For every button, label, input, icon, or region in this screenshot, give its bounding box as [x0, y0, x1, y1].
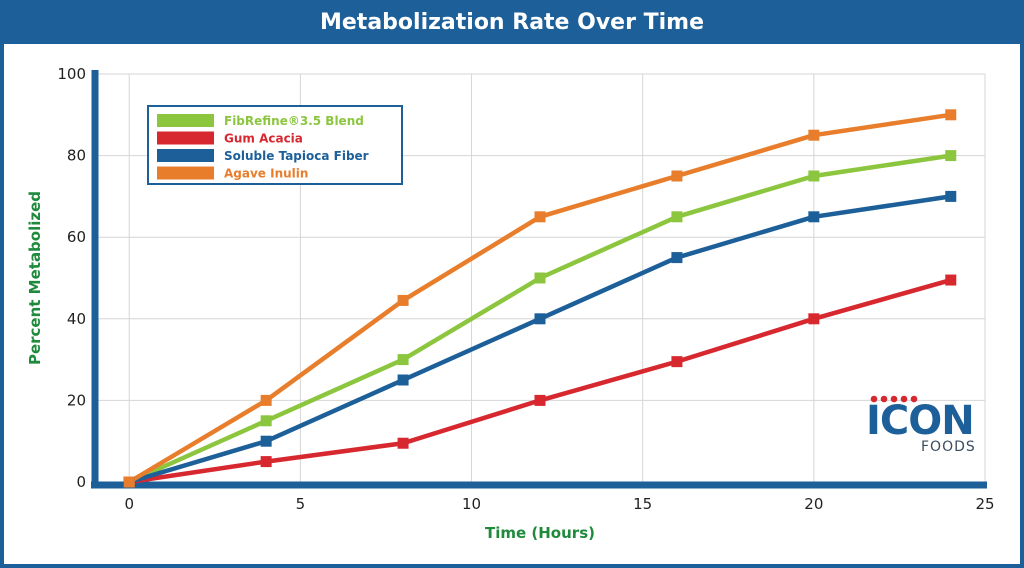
- data-point: [260, 456, 272, 468]
- legend-label: FibRefine®3.5 Blend: [224, 114, 364, 128]
- data-point: [397, 294, 409, 306]
- x-tick-label: 0: [124, 495, 134, 513]
- x-tick-label: 15: [633, 495, 652, 513]
- data-point: [671, 211, 683, 223]
- data-point: [808, 313, 820, 325]
- y-tick-label: 40: [67, 310, 86, 328]
- data-point: [397, 437, 409, 449]
- x-tick-label: 5: [296, 495, 306, 513]
- legend: FibRefine®3.5 Blend Gum Acacia Soluble Tap…: [147, 105, 403, 185]
- legend-label: Gum Acacia: [224, 132, 303, 146]
- legend-swatch: [157, 131, 214, 145]
- data-point: [260, 415, 272, 427]
- legend-swatch: [157, 166, 214, 180]
- logo-dot: [910, 395, 918, 403]
- data-point: [534, 394, 546, 406]
- data-point: [808, 211, 820, 223]
- data-point: [397, 374, 409, 386]
- logo-subtext: FOODS: [921, 439, 976, 455]
- logo-dot: [880, 395, 888, 403]
- y-tick-label: 0: [76, 473, 86, 491]
- data-point: [534, 211, 546, 223]
- series-lines: [123, 109, 957, 488]
- legend-swatch: [157, 114, 214, 127]
- data-point: [945, 190, 957, 202]
- x-tick-label: 10: [462, 495, 481, 513]
- x-axis-title: Time (Hours): [485, 524, 595, 542]
- legend-label: Agave Inulin: [224, 167, 308, 181]
- logo-wordmark: ICON: [866, 398, 974, 444]
- title-bar: Metabolization Rate Over Time: [0, 0, 1024, 44]
- data-point: [671, 170, 683, 182]
- logo-dot: [890, 395, 898, 403]
- data-point: [534, 272, 546, 284]
- series-line: [128, 277, 952, 485]
- logo-dot: [900, 395, 908, 403]
- data-point: [945, 150, 957, 162]
- y-tick-label: 100: [57, 65, 86, 83]
- logo-dot: [870, 395, 878, 403]
- data-point: [534, 313, 546, 325]
- logo-dots: [870, 395, 918, 403]
- series-line: [128, 194, 952, 485]
- legend-swatch: [157, 149, 214, 162]
- data-point: [260, 394, 272, 406]
- data-point: [945, 274, 957, 286]
- data-point: [808, 170, 820, 182]
- data-point: [671, 252, 683, 264]
- axes: 0 5 10 15 20 25 0 20 40 60 80 100: [57, 65, 994, 513]
- y-tick-label: 20: [67, 391, 86, 409]
- icon-foods-logo: ICON FOODS: [866, 395, 976, 455]
- y-axis-title: Percent Metabolized: [26, 191, 44, 365]
- legend-label: Soluble Tapioca Fiber: [224, 149, 369, 163]
- x-tick-label: 25: [975, 495, 994, 513]
- y-tick-label: 60: [67, 228, 86, 246]
- grid: [95, 73, 986, 482]
- data-point: [808, 129, 820, 141]
- data-point: [260, 435, 272, 447]
- y-tick-label: 80: [67, 147, 86, 165]
- data-point: [671, 356, 683, 368]
- chart-title: Metabolization Rate Over Time: [319, 9, 704, 35]
- x-tick-label: 20: [804, 495, 823, 513]
- data-point: [123, 476, 135, 488]
- data-point: [397, 354, 409, 366]
- data-point: [945, 109, 957, 121]
